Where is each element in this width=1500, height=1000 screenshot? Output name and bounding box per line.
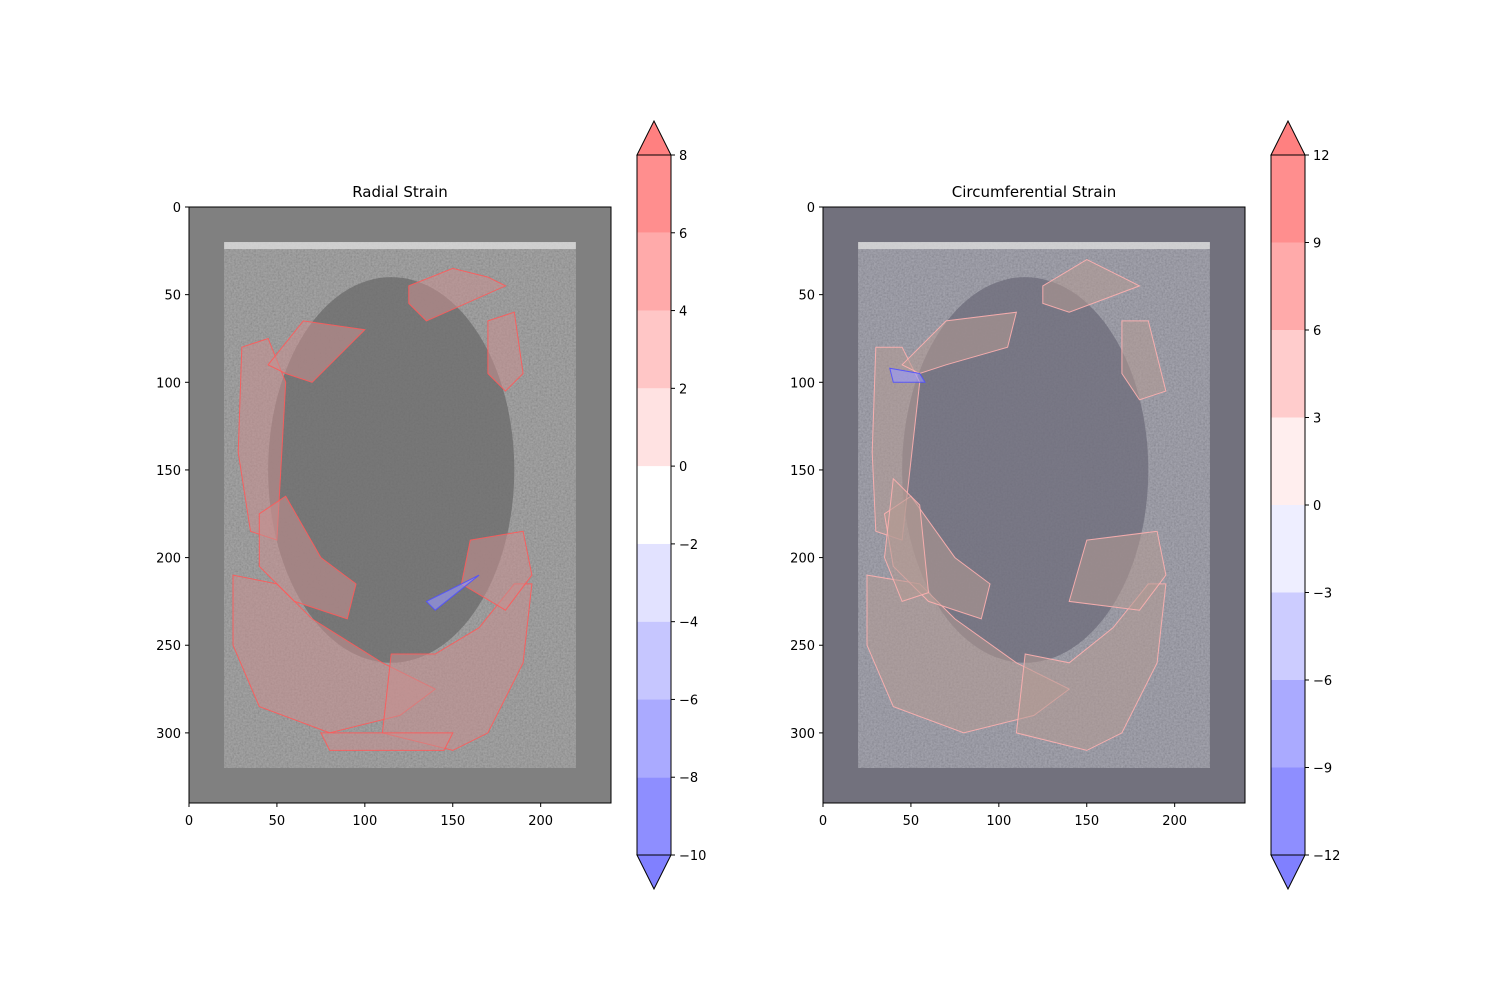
axes-frame <box>188 206 612 804</box>
y-tick-label: 50 <box>164 289 181 304</box>
colorbar-tick-label: 0 <box>1313 499 1321 514</box>
colorbar-tick-label: 9 <box>1313 237 1321 252</box>
strain-region-4 <box>487 311 524 392</box>
y-tick-label: 200 <box>156 552 181 567</box>
x-tick-label: 150 <box>440 814 465 829</box>
y-tick-label: 0 <box>807 201 815 216</box>
x-tick-label: 0 <box>185 814 193 829</box>
colorbar-tick-label: 8 <box>679 149 687 164</box>
colorbar-band <box>1271 505 1305 593</box>
chart-title: Circumferential Strain <box>952 183 1117 201</box>
y-tick-label: 250 <box>790 639 815 654</box>
top-bright-band <box>224 242 576 250</box>
colorbar-tick-label: −9 <box>1313 762 1332 777</box>
colorbar-band <box>1271 680 1305 768</box>
colorbar-tick-label: 6 <box>679 227 687 242</box>
colorbar-band <box>637 388 671 467</box>
x-tick-label: 200 <box>1162 814 1187 829</box>
colorbar-tick-label: 3 <box>1313 412 1321 427</box>
colorbar-band <box>637 466 671 544</box>
colorbar-tick-label: −4 <box>679 616 698 631</box>
colorbar-band <box>637 232 671 311</box>
colorbar-tick-label: 2 <box>679 382 687 397</box>
y-tick-label: 0 <box>173 201 181 216</box>
strain-region-3 <box>1042 259 1141 313</box>
strain-region-8 <box>258 495 357 620</box>
y-tick-label: 300 <box>790 727 815 742</box>
x-tick-label: 50 <box>903 814 920 829</box>
strain-region-4 <box>1121 320 1167 401</box>
y-tick-label: 100 <box>156 376 181 391</box>
colorbar-tick-label: 12 <box>1313 149 1330 164</box>
colorbar-tick-label: 6 <box>1313 324 1321 339</box>
y-tick-label: 200 <box>790 552 815 567</box>
strain-region-9 <box>320 732 454 751</box>
y-tick-label: 300 <box>156 727 181 742</box>
colorbar-band <box>637 543 671 622</box>
colorbar-band <box>637 777 671 855</box>
chart-panel-1: Radial Strain 0 50 100 150 200 0 50 100 150 200 250… <box>156 119 706 891</box>
colorbar-band <box>1271 417 1305 505</box>
axes-frame <box>822 206 1246 804</box>
x-tick-label: 100 <box>986 814 1011 829</box>
colorbar-band <box>637 310 671 389</box>
colorbar-band <box>637 699 671 778</box>
colorbar-tick-label: −8 <box>679 771 698 786</box>
colorbar-frame <box>636 154 672 856</box>
y-tick-label: 250 <box>156 639 181 654</box>
strain-region-3 <box>408 267 507 322</box>
colorbar-band <box>1271 242 1305 330</box>
colorbar-extend-high <box>636 119 672 156</box>
x-tick-label: 100 <box>352 814 377 829</box>
colorbar-extend-high <box>1270 119 1306 156</box>
colorbar-tick-label: −2 <box>679 538 698 553</box>
colorbar-band <box>637 155 671 233</box>
colorbar-extend-low <box>1270 854 1306 891</box>
colorbar-tick-label: 0 <box>679 460 687 475</box>
x-tick-label: 0 <box>819 814 827 829</box>
x-tick-label: 200 <box>528 814 553 829</box>
y-tick-label: 150 <box>790 464 815 479</box>
colorbar-band <box>637 621 671 700</box>
y-tick-label: 150 <box>156 464 181 479</box>
colorbar-band <box>1271 155 1305 243</box>
colorbar-tick-label: −6 <box>679 693 698 708</box>
colorbar-band <box>1271 767 1305 855</box>
y-tick-label: 50 <box>798 289 815 304</box>
strain-region-7 <box>1068 530 1167 611</box>
colorbar-tick-label: −3 <box>1313 587 1332 602</box>
top-bright-band <box>858 242 1210 250</box>
colorbar-extend-low <box>636 854 672 891</box>
colorbar-tick-label: 4 <box>679 305 687 320</box>
strain-region-6 <box>1015 583 1167 751</box>
colorbar-tick-label: −12 <box>1313 849 1340 864</box>
colorbar-band <box>1271 330 1305 418</box>
x-tick-label: 150 <box>1074 814 1099 829</box>
chart-title: Radial Strain <box>352 183 448 201</box>
chart-panel-2: Circumferential Strain 0 50 100 150 200 0 50 100… <box>790 119 1340 891</box>
colorbar: −12 −9 −6 −3 0 3 6 9 12 <box>1270 119 1340 891</box>
strain-region-10 <box>425 574 480 611</box>
colorbar-band <box>1271 592 1305 680</box>
colorbar-tick-label: −6 <box>1313 674 1332 689</box>
strain-region-10 <box>889 367 926 383</box>
strain-region-9 <box>883 477 930 603</box>
colorbar: −10 −8 −6 −4 −2 0 2 4 6 8 <box>636 119 706 891</box>
strain-region-2 <box>267 320 366 383</box>
strain-region-7 <box>460 530 533 611</box>
x-tick-label: 50 <box>269 814 286 829</box>
colorbar-tick-label: −10 <box>679 849 706 864</box>
y-tick-label: 100 <box>790 376 815 391</box>
